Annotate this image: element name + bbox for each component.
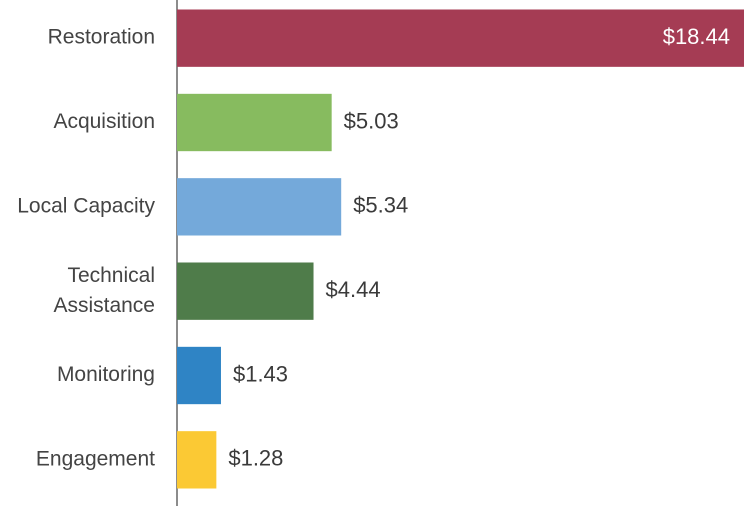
category-label: Monitoring [57, 363, 155, 386]
category-label: Engagement [36, 447, 155, 470]
value-label: $1.28 [228, 446, 283, 471]
category-label: Acquisition [53, 110, 155, 133]
bar [177, 262, 314, 320]
bar [177, 346, 221, 405]
bar [177, 9, 744, 67]
bar [177, 178, 342, 236]
value-label: $4.44 [326, 277, 381, 302]
category-label: Restoration [48, 26, 155, 49]
value-label: $5.03 [344, 108, 399, 133]
bar [177, 431, 217, 489]
value-label: $18.44 [663, 24, 730, 49]
category-label: Local Capacity [17, 194, 155, 217]
value-label: $5.34 [353, 193, 408, 218]
bar [177, 93, 332, 152]
value-label: $1.43 [233, 361, 288, 386]
category-label: Technical Assistance [49, 264, 155, 317]
